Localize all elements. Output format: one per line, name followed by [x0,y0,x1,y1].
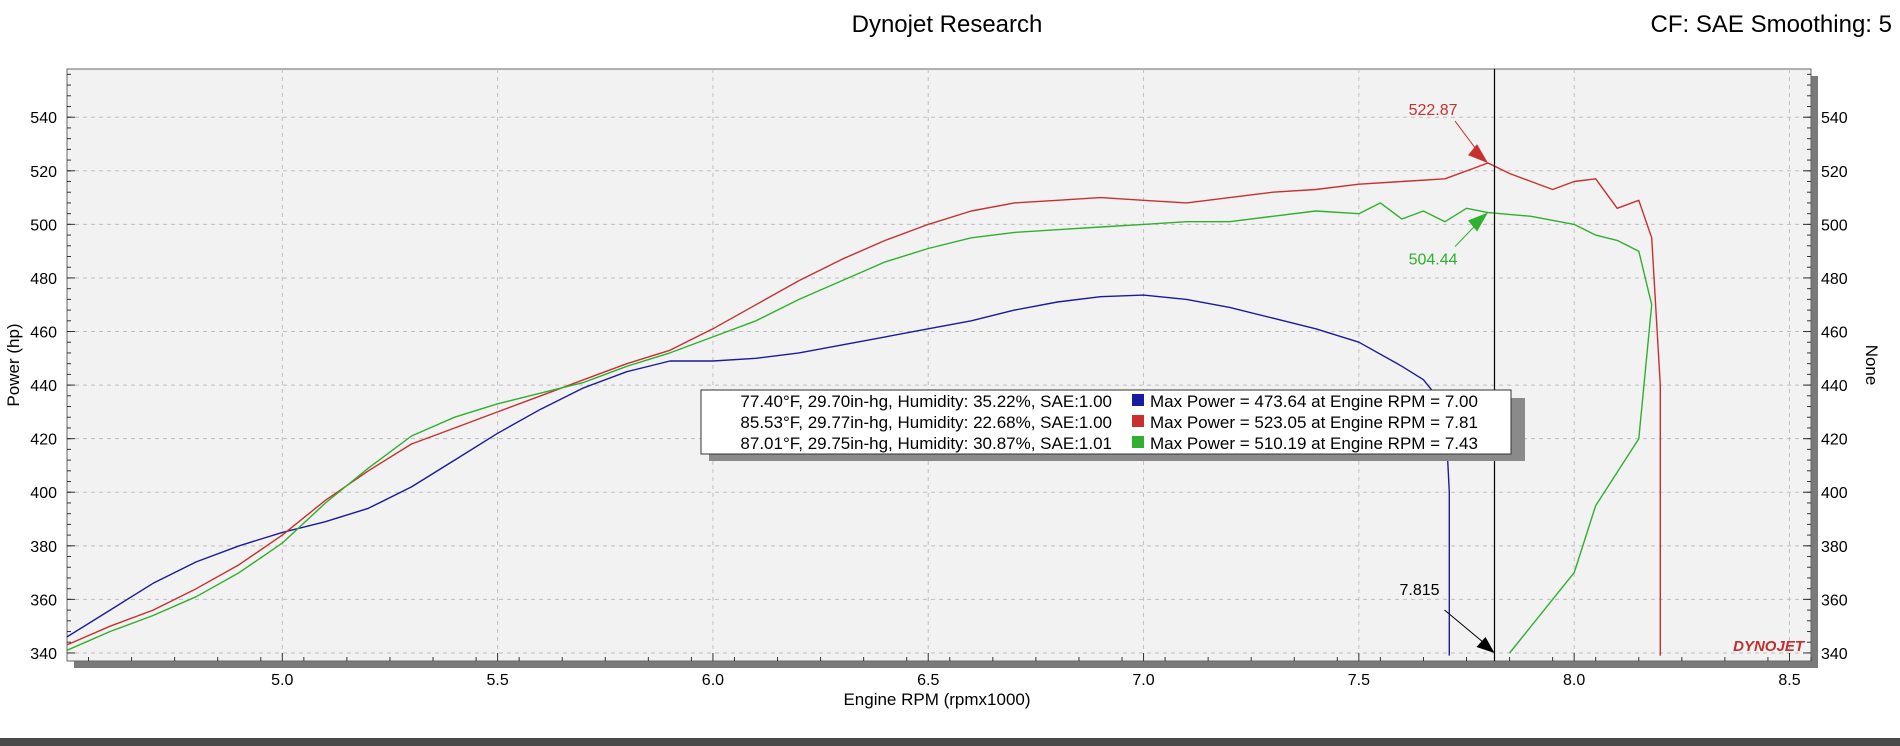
y-tick-label-left: 420 [30,432,57,449]
x-tick-label: 6.5 [917,672,939,689]
x-tick-label: 8.5 [1778,672,1800,689]
chart-title: Dynojet Research [852,11,1043,38]
y-tick-label-left: 440 [30,378,57,395]
legend: 77.40°F, 29.70in-hg, Humidity: 35.22%, S… [700,389,1525,461]
y-tick-label-left: 380 [30,539,57,556]
annotations: 522.87 504.44 [1409,102,1489,268]
legend-conditions-3: 87.01°F, 29.75in-hg, Humidity: 30.87%, S… [740,434,1112,453]
legend-swatch-red [1132,415,1144,427]
y-tick-label-right: 340 [1821,646,1848,663]
axis-ticks: 5.0 5.5 6.0 6.5 7.0 7.5 8.0 8.5 340 340 360 360 380 3… [30,73,1848,689]
legend-result-2: Max Power = 523.05 at Engine RPM = 7.81 [1150,413,1478,432]
y-tick-label-right: 500 [1821,217,1848,234]
y-tick-label-right: 520 [1821,164,1848,181]
y-tick-label-right: 540 [1821,110,1848,127]
series-line-blue [66,294,1450,656]
annotation-arrow-head-red [1468,144,1489,164]
x-tick-label: 7.0 [1132,672,1154,689]
cursor-arrow-line [1444,609,1487,646]
x-tick-label: 5.5 [486,672,508,689]
legend-conditions-1: 77.40°F, 29.70in-hg, Humidity: 35.22%, S… [740,392,1112,411]
legend-swatch-green [1132,436,1144,448]
y-tick-label-left: 400 [30,485,57,502]
grid [67,69,1811,661]
annotation-label-red: 522.87 [1409,102,1458,119]
annotation-label-green: 504.44 [1409,251,1458,268]
annotation-arrow-head-green [1468,212,1489,232]
chart-settings-text: CF: SAE Smoothing: 5 [1651,11,1892,38]
x-tick-label: 5.0 [271,672,293,689]
y-tick-label-right: 420 [1821,432,1848,449]
cursor-value-label: 7.815 [1399,582,1439,599]
rpm-cursor: 7.815 [1399,69,1496,661]
plot-area [66,68,1812,662]
x-tick-label: 6.0 [702,672,724,689]
y-axis-label: Power (hp) [4,323,23,406]
x-axis-label: Engine RPM (rpmx1000) [843,690,1030,709]
cursor-arrow-head [1476,637,1495,653]
y-tick-label-left: 340 [30,646,57,663]
x-tick-label: 8.0 [1563,672,1585,689]
series-line-red [66,162,1661,656]
y-tick-label-right: 460 [1821,325,1848,342]
series-line-green [66,202,1653,654]
x-tick-label: 7.5 [1348,672,1370,689]
dynojet-watermark: DYNOJET [1733,638,1806,655]
y-tick-label-left: 360 [30,592,57,609]
y-tick-label-right: 360 [1821,592,1848,609]
y-tick-label-right: 380 [1821,539,1848,556]
window-bottom-bar [0,738,1900,746]
y-tick-label-left: 540 [30,110,57,127]
legend-result-3: Max Power = 510.19 at Engine RPM = 7.43 [1150,434,1478,453]
y-tick-label-right: 480 [1821,271,1848,288]
legend-swatch-blue [1132,394,1144,406]
y-tick-label-left: 500 [30,217,57,234]
y-tick-label-left: 520 [30,164,57,181]
legend-result-1: Max Power = 473.64 at Engine RPM = 7.00 [1150,392,1478,411]
series-lines [66,162,1661,656]
legend-conditions-2: 85.53°F, 29.77in-hg, Humidity: 22.68%, S… [740,413,1112,432]
y-tick-label-right: 400 [1821,485,1848,502]
y-tick-label-left: 460 [30,325,57,342]
legend-box [700,389,1512,455]
y-axis-label-right: None [1862,345,1881,386]
y-tick-label-left: 480 [30,271,57,288]
y-tick-label-right: 440 [1821,378,1848,395]
